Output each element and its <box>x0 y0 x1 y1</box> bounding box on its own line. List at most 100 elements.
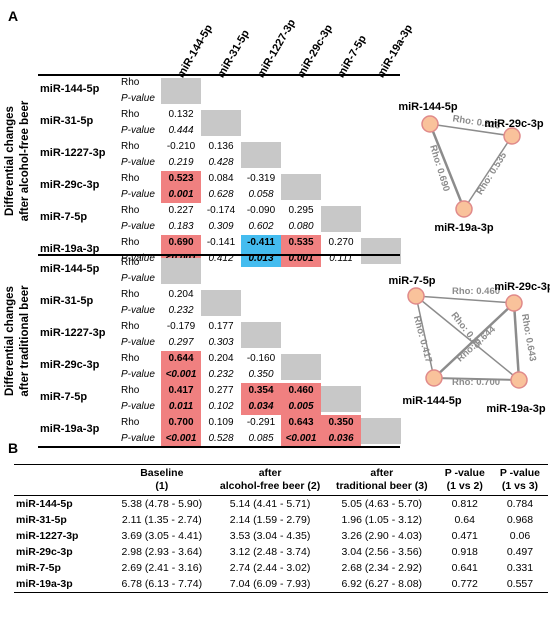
p-value-1-vs-3: 0.06 <box>509 530 531 542</box>
table-rule <box>38 446 400 448</box>
p-value: 0.005 <box>288 401 314 412</box>
column-header: miR-19a-3p <box>375 22 416 80</box>
rho-value: -0.141 <box>206 237 236 248</box>
p-value-1-vs-2: 0.471 <box>451 530 478 542</box>
p-value: 0.428 <box>208 157 234 168</box>
network-edge <box>429 123 513 137</box>
p-value: <0.001 <box>285 433 317 444</box>
p-value: 0.628 <box>208 189 234 200</box>
baseline-value: 6.78 (6.13 - 7.74) <box>121 578 203 590</box>
traditional-value: 5.05 (4.63 - 5.70) <box>341 498 423 510</box>
diagonal-cell <box>361 418 401 444</box>
network-node <box>503 127 521 145</box>
row-label: miR-31-5p <box>40 115 94 127</box>
table-rule <box>38 74 400 76</box>
p-value: 0.297 <box>168 337 194 348</box>
p-value: 0.444 <box>168 125 194 136</box>
diagonal-cell <box>321 386 361 412</box>
baseline-value: 2.69 (2.41 - 3.16) <box>121 562 203 574</box>
rho-label: Rho <box>121 353 140 364</box>
p-value-1-vs-2: 0.812 <box>451 498 478 510</box>
p-value-1-vs-2: 0.918 <box>451 546 478 558</box>
p-value-1-vs-3: 0.331 <box>506 562 534 574</box>
rho-value: 0.109 <box>208 417 234 428</box>
rho-value: 0.084 <box>208 173 234 184</box>
network-node <box>421 115 439 133</box>
rho-label: Rho <box>121 321 140 332</box>
rho-value: 0.227 <box>168 205 194 216</box>
p-value: 0.350 <box>248 369 274 380</box>
p-value: 0.528 <box>208 433 234 444</box>
p-value-label: P-value <box>121 401 155 412</box>
panel-b-letter: B <box>8 440 19 456</box>
p-value-1-vs-2: 0.772 <box>451 578 478 590</box>
column-header: miR-31-5p <box>215 27 252 80</box>
rho-value: 0.136 <box>208 141 234 152</box>
group-title: Differential changes <box>4 106 16 216</box>
p-value: 0.602 <box>248 221 274 232</box>
diagonal-cell <box>321 206 361 232</box>
p-value-label: P-value <box>121 253 155 264</box>
rho-value: 0.350 <box>328 417 354 428</box>
alcohol-free-value: 3.53 (3.04 - 4.35) <box>229 530 311 542</box>
network-edge <box>512 302 521 381</box>
edge-label: Rho: 0.700 <box>452 377 500 388</box>
alcohol-free-value: 7.04 (6.09 - 7.93) <box>229 578 311 590</box>
network-edge <box>463 135 513 210</box>
rho-label: Rho <box>121 237 140 248</box>
significant-cell <box>321 415 361 447</box>
table-row: miR-144-5p 5.38 (4.78 - 5.90) 5.14 (4.41 -… <box>14 496 548 513</box>
p-value: 0.034 <box>248 401 274 412</box>
row-label: miR-31-5p <box>40 295 94 307</box>
p-value-label: P-value <box>121 189 155 200</box>
header-p-1-vs-3: P -value (1 vs 3) <box>499 467 540 492</box>
significant-cell <box>241 383 281 415</box>
table-row: miR-7-5p 2.69 (2.41 - 3.16) 2.74 (2.44 - 3… <box>14 560 548 576</box>
rho-label: Rho <box>121 77 140 88</box>
traditional-value: 1.96 (1.05 - 3.12) <box>341 514 423 526</box>
p-value: 0.219 <box>168 157 194 168</box>
p-value-label: P-value <box>121 369 155 380</box>
table-row: miR-29c-3p 2.98 (2.93 - 3.64) 3.12 (2.48 -… <box>14 544 548 560</box>
p-value: 0.080 <box>288 221 314 232</box>
rho-value: -0.090 <box>246 205 276 216</box>
significant-cell <box>281 383 321 415</box>
diagonal-cell <box>161 258 201 284</box>
rho-value: 0.277 <box>208 385 234 396</box>
significant-cell <box>161 415 201 447</box>
alcohol-free-value: 5.14 (4.41 - 5.71) <box>229 498 311 510</box>
node-label: miR-19a-3p <box>486 403 546 415</box>
p-value-label: P-value <box>121 305 155 316</box>
p-value-1-vs-3: 0.968 <box>506 514 534 526</box>
node-label: miR-144-5p <box>402 395 462 407</box>
significant-cell <box>161 171 201 203</box>
row-label: miR-19a-3p <box>40 243 100 255</box>
significant-cell <box>241 235 281 267</box>
p-value: 0.013 <box>248 253 274 264</box>
p-value: 0.011 <box>168 401 194 412</box>
rho-value: -0.174 <box>206 205 236 216</box>
row-label: miR-29c-3p <box>40 179 100 191</box>
rho-value: 0.270 <box>328 237 354 248</box>
row-label: miR-144-5p <box>40 83 100 95</box>
network-edge <box>415 295 515 304</box>
p-value: 0.309 <box>208 221 234 232</box>
p-value: 0.232 <box>208 369 234 380</box>
diagonal-cell <box>201 290 241 316</box>
p-value-label: P-value <box>121 157 155 168</box>
rho-label: Rho <box>121 385 140 396</box>
row-label: miR-1227-3p <box>16 530 79 542</box>
header-baseline: Baseline (1) <box>140 467 184 492</box>
network-node <box>455 200 473 218</box>
rho-value: -0.411 <box>247 237 275 248</box>
row-label: miR-1227-3p <box>40 147 106 159</box>
row-label: miR-144-5p <box>16 498 73 510</box>
traditional-value: 3.26 (2.90 - 4.03) <box>341 530 423 542</box>
network-node <box>407 287 425 305</box>
table-row: miR-31-5p 2.11 (1.35 - 2.74) 2.14 (1.59 - … <box>14 512 548 528</box>
alcohol-free-value: 2.14 (1.59 - 2.79) <box>229 514 311 526</box>
header-p-1-vs-2: P -value (1 vs 2) <box>444 467 485 492</box>
p-value-1-vs-3: 0.784 <box>506 498 534 510</box>
row-label: miR-29c-3p <box>40 359 100 371</box>
